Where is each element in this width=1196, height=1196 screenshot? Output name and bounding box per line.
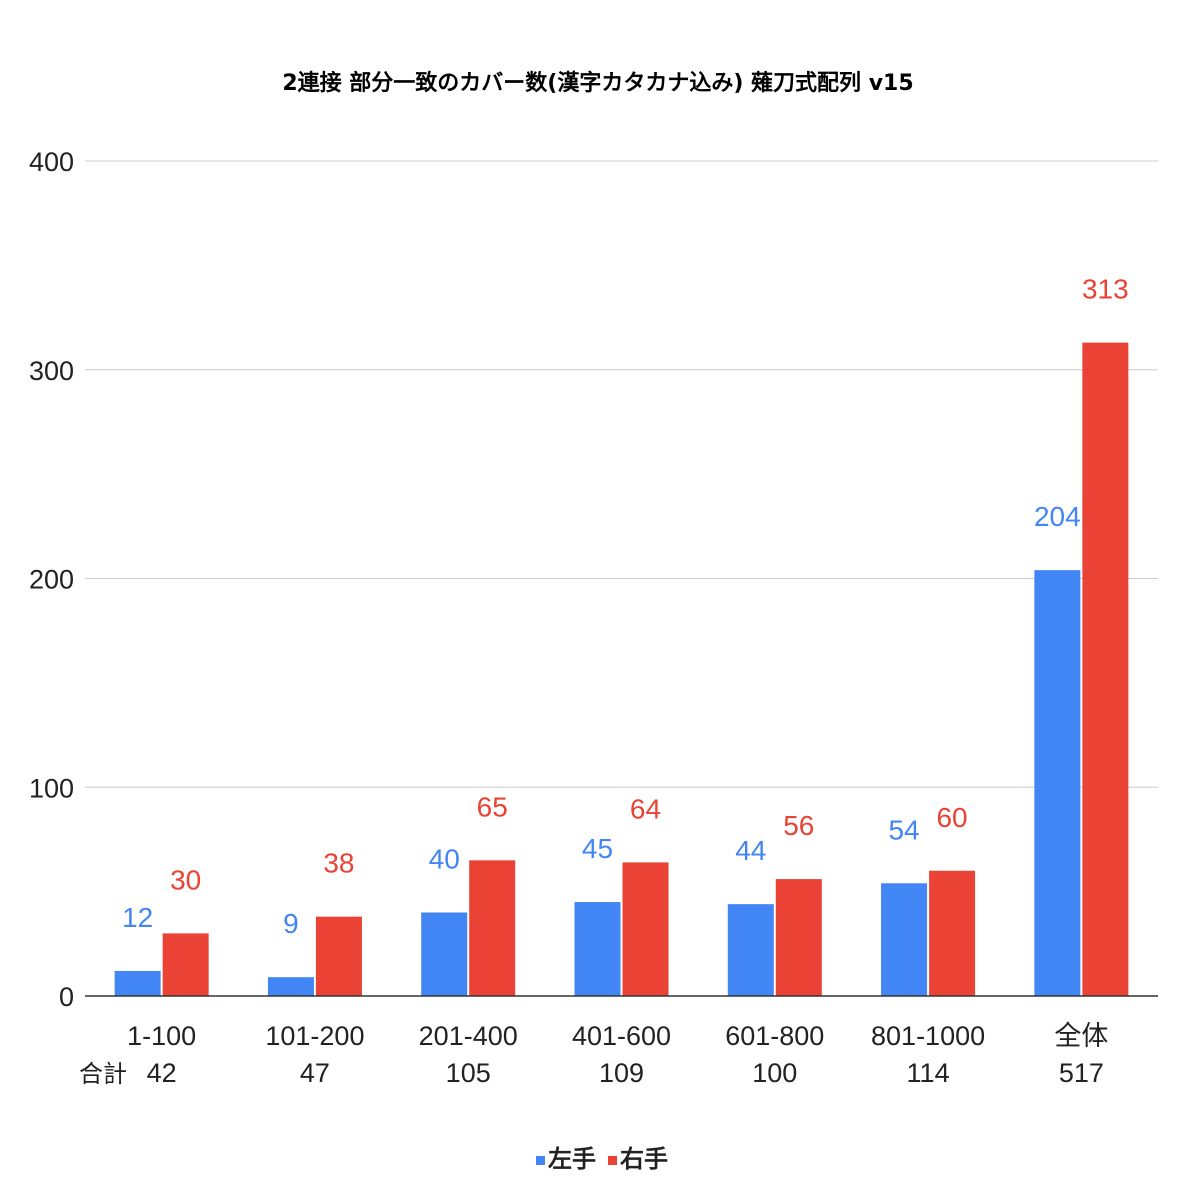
data-label: 313: [1082, 274, 1129, 305]
bar: [162, 933, 209, 996]
y-tick-label: 400: [29, 147, 74, 177]
legend-label: 左手: [548, 1145, 596, 1173]
bar: [1082, 342, 1129, 996]
data-label: 56: [783, 810, 814, 841]
bar: [775, 879, 822, 996]
legend-swatch: [608, 1156, 617, 1165]
total-label: 100: [752, 1058, 797, 1088]
total-label: 105: [446, 1058, 491, 1088]
x-tick-label: 401-600: [572, 1021, 671, 1051]
data-label: 12: [122, 902, 153, 933]
bar: [881, 883, 928, 996]
y-tick-label: 300: [29, 356, 74, 386]
x-axis: 1-100 42 101-200 47 201-400 105 401-600 109 601-…: [79, 995, 1158, 1088]
data-label: 44: [735, 835, 766, 866]
bar: [727, 904, 774, 996]
total-label: 47: [300, 1058, 330, 1088]
x-tick-label: 801-1000: [871, 1021, 985, 1051]
totals-row-label: 合計: [79, 1060, 127, 1088]
bar: [421, 912, 468, 996]
x-tick-label: 101-200: [265, 1021, 364, 1051]
x-tick-label: 601-800: [725, 1021, 824, 1051]
total-label: 42: [147, 1058, 177, 1088]
bar: [267, 977, 314, 996]
y-tick-label: 100: [29, 773, 74, 803]
y-axis: 0 100 200 300 400: [29, 147, 74, 1012]
data-labels: 12 30 9 38 40 65 45 64 44 56 54 60 204 313: [122, 274, 1129, 940]
bar: [315, 916, 362, 996]
y-tick-label: 200: [29, 565, 74, 595]
bar: [622, 862, 669, 996]
bar: [929, 870, 976, 996]
bar: [469, 860, 516, 996]
bar: [574, 902, 621, 996]
bars: [114, 342, 1129, 996]
data-label: 45: [582, 833, 613, 864]
data-label: 64: [630, 793, 661, 824]
legend-swatch: [536, 1156, 545, 1165]
data-label: 60: [936, 802, 967, 833]
data-label: 38: [323, 848, 354, 879]
bar: [114, 970, 161, 996]
data-label: 54: [888, 814, 919, 845]
data-label: 30: [170, 864, 201, 895]
data-label: 204: [1034, 501, 1081, 532]
x-tick-label: 201-400: [419, 1021, 518, 1051]
x-tick-label: 全体: [1054, 1021, 1108, 1051]
legend: 左手 右手: [536, 1145, 668, 1173]
x-tick-label: 1-100: [127, 1021, 196, 1051]
chart-title: 2連接 部分一致のカバー数(漢字カタカナ込み) 薙刀式配列 v15: [282, 70, 913, 96]
bar: [1034, 570, 1081, 996]
total-label: 114: [907, 1058, 950, 1088]
data-label: 65: [477, 791, 508, 822]
y-tick-label: 0: [59, 982, 74, 1012]
total-label: 517: [1059, 1058, 1104, 1088]
data-label: 9: [283, 908, 299, 939]
gridlines: [85, 160, 1158, 997]
legend-label: 右手: [620, 1145, 668, 1173]
total-label: 109: [599, 1058, 644, 1088]
data-label: 40: [429, 844, 460, 875]
